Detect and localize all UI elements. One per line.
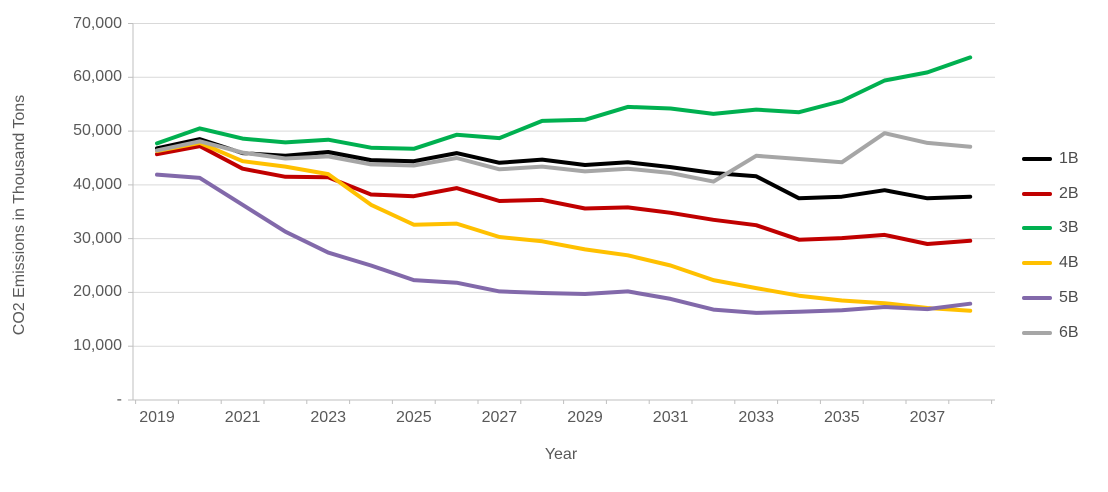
x-tick-label: 2025 <box>396 409 432 426</box>
x-tick-label: 2033 <box>738 409 774 426</box>
x-axis-title: Year <box>544 446 578 463</box>
y-axis-title: CO2 Emissions in Thousand Tons <box>11 94 28 336</box>
y-tick-label: 60,000 <box>73 68 122 86</box>
legend-swatch-5B <box>1022 295 1052 301</box>
y-tick-label: 20,000 <box>73 283 122 301</box>
x-tick-label: 2023 <box>310 409 346 426</box>
legend-swatch-6B <box>1022 330 1052 336</box>
legend-label: 4B <box>1059 254 1079 271</box>
series-line-4B <box>155 140 973 313</box>
legend-swatch-3B <box>1022 225 1052 231</box>
series-line-1B <box>155 137 973 201</box>
x-tick-label: 2029 <box>567 409 603 426</box>
y-tick-label: 10,000 <box>73 337 122 355</box>
x-tick-label: 2027 <box>481 409 518 426</box>
legend-swatch-2B <box>1022 191 1052 197</box>
x-tick-label: 2031 <box>652 409 689 426</box>
y-tick-label: 40,000 <box>73 175 122 193</box>
legend-label: 2B <box>1059 185 1079 202</box>
y-tick-label: - <box>116 391 122 408</box>
series-line-5B <box>155 172 973 315</box>
x-tick-label: 2035 <box>824 409 860 426</box>
legend-item-4B: 4B <box>1022 253 1079 273</box>
legend-swatch-4B <box>1022 260 1052 266</box>
legend-item-2B: 2B <box>1022 184 1079 204</box>
legend-item-6B: 6B <box>1022 323 1079 343</box>
legend-item-3B: 3B <box>1022 218 1079 238</box>
legend-swatch-1B <box>1022 156 1052 162</box>
y-tick-label: 70,000 <box>73 14 122 32</box>
series-line-6B <box>155 131 973 184</box>
legend-label: 6B <box>1059 324 1079 341</box>
series-line-3B <box>155 55 973 151</box>
legend-label: 1B <box>1059 150 1079 167</box>
x-tick-label: 2019 <box>139 409 175 426</box>
legend: 1B 2B 3B 4B 5B 6B <box>1020 0 1108 492</box>
legend-label: 3B <box>1059 219 1079 236</box>
series-line-2B <box>155 144 973 246</box>
legend-item-1B: 1B <box>1022 149 1079 169</box>
legend-label: 5B <box>1059 289 1079 306</box>
y-tick-label: 50,000 <box>73 122 122 140</box>
y-tick-label: 30,000 <box>73 229 122 247</box>
x-tick-label: 2021 <box>224 409 261 426</box>
legend-item-5B: 5B <box>1022 288 1079 308</box>
x-tick-label: 2037 <box>909 409 946 426</box>
